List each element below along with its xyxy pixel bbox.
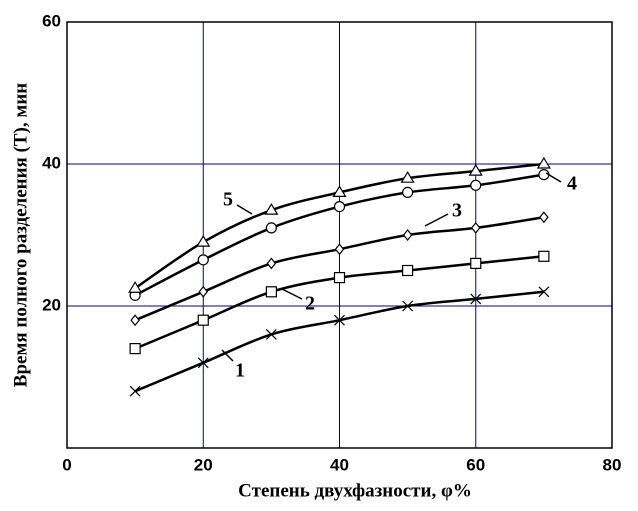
- leader-line: [281, 288, 303, 300]
- y-tick-label: 20: [42, 295, 61, 314]
- marker: [265, 328, 277, 340]
- marker: [402, 186, 414, 198]
- y-tick-label: 60: [42, 11, 61, 30]
- marker: [265, 222, 277, 234]
- leader-line: [221, 349, 234, 362]
- marker: [539, 211, 549, 224]
- y-tick-label: 40: [42, 153, 61, 172]
- marker: [470, 257, 482, 269]
- curve-label: 4: [567, 173, 577, 195]
- marker: [470, 221, 481, 234]
- marker: [196, 234, 211, 247]
- marker: [197, 314, 209, 326]
- marker: [402, 229, 413, 241]
- marker: [334, 243, 345, 256]
- x-tick-label: 80: [603, 455, 622, 474]
- plot-frame: [66, 21, 613, 449]
- marker: [197, 254, 209, 266]
- marker: [264, 202, 279, 215]
- marker: [536, 156, 551, 169]
- marker: [197, 357, 209, 369]
- curve-label: 2: [305, 293, 315, 315]
- x-tick-label: 60: [466, 455, 485, 474]
- marker: [334, 314, 345, 326]
- marker: [265, 286, 277, 298]
- marker: [128, 281, 143, 293]
- leader-line: [236, 204, 253, 215]
- marker: [130, 314, 140, 327]
- marker: [129, 343, 141, 355]
- marker: [332, 185, 347, 197]
- curve-label: 5: [223, 189, 233, 211]
- marker: [129, 385, 141, 397]
- curve-label: 3: [452, 200, 462, 222]
- x-tick-label: 40: [330, 455, 349, 474]
- marker: [402, 264, 414, 277]
- marker: [333, 201, 346, 213]
- marker: [468, 163, 483, 176]
- x-tick-label: 0: [62, 455, 71, 474]
- leader-line: [545, 172, 562, 183]
- marker: [470, 179, 482, 191]
- marker: [470, 293, 482, 305]
- x-tick-label: 20: [194, 455, 213, 474]
- y-axis-label: Время полного разделения (T), мин: [10, 83, 31, 387]
- marker: [538, 286, 550, 298]
- marker: [400, 171, 415, 183]
- x-axis-label: Степень двухфазности, φ%: [238, 480, 472, 501]
- marker: [538, 250, 550, 262]
- marker: [198, 285, 209, 298]
- marker: [333, 272, 346, 284]
- curve-label: 1: [235, 360, 245, 382]
- leader-line: [424, 213, 449, 227]
- marker: [266, 257, 277, 270]
- marker: [402, 300, 414, 312]
